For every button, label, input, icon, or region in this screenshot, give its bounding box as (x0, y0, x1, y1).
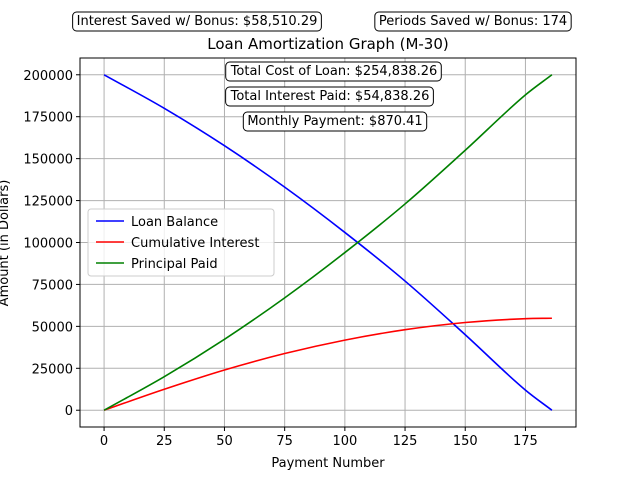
annotation-box: Total Cost of Loan: $254,838.26 (225, 61, 442, 82)
x-tick-label: 125 (393, 434, 418, 449)
annotation-frame (72, 11, 322, 32)
annotation-frame (242, 111, 428, 132)
annotation-box: Total Interest Paid: $54,838.26 (225, 86, 434, 107)
annotation-text: Periods Saved w/ Bonus: 174 (379, 14, 567, 29)
series-lines (103, 74, 553, 411)
legend-label: Principal Paid (131, 257, 218, 272)
annotations: Interest Saved w/ Bonus: $58,510.29 Perio… (72, 11, 572, 132)
series-line-loan-balance (103, 74, 553, 411)
annotation-text: Monthly Payment: $870.41 (247, 114, 422, 129)
annotation-text: Interest Saved w/ Bonus: $58,510.29 (77, 14, 318, 29)
x-tick-label: 100 (332, 434, 357, 449)
y-tick-label: 175000 (23, 111, 73, 126)
legend-label: Loan Balance (131, 215, 218, 230)
legend: Loan Balance Cumulative Interest Principal… (87, 208, 275, 277)
x-tick-label: 0 (100, 434, 108, 449)
annotation-frame (225, 61, 442, 82)
y-tick-label: 200000 (23, 69, 73, 84)
y-tick-label: 75000 (32, 278, 73, 293)
annotation-box: Monthly Payment: $870.41 (242, 111, 428, 132)
axis-ticks: 0 25 50 75 100 125 150 175 0 25000 50000 75000 10000… (23, 69, 537, 449)
annotation-text: Total Interest Paid: $54,838.26 (230, 89, 430, 104)
x-tick-label: 75 (276, 434, 293, 449)
series-line-cumulative-interest (103, 317, 552, 411)
legend-frame (87, 208, 275, 277)
x-tick-label: 150 (453, 434, 478, 449)
grid-lines (80, 58, 576, 427)
x-tick-label: 175 (513, 434, 538, 449)
x-tick-label: 25 (156, 434, 173, 449)
chart-title: Loan Amortization Graph (M-30) (207, 35, 449, 53)
annotation-frame (225, 86, 434, 107)
series-line-principal-paid (103, 74, 553, 411)
annotation-box: Periods Saved w/ Bonus: 174 (374, 11, 572, 32)
y-tick-label: 25000 (32, 362, 73, 377)
legend-label: Cumulative Interest (131, 236, 259, 251)
annotation-frame (374, 11, 572, 32)
annotation-box: Interest Saved w/ Bonus: $58,510.29 (72, 11, 322, 32)
annotation-text: Total Cost of Loan: $254,838.26 (230, 64, 438, 79)
y-tick-label: 50000 (32, 320, 73, 335)
y-tick-label: 150000 (23, 153, 73, 168)
y-tick-label: 125000 (23, 195, 73, 210)
y-tick-label: 100000 (23, 237, 73, 252)
x-axis-title: Payment Number (271, 456, 385, 471)
y-tick-label: 0 (65, 404, 73, 419)
x-tick-label: 50 (216, 434, 233, 449)
y-axis-title: Amount (in Dollars) (0, 180, 12, 307)
